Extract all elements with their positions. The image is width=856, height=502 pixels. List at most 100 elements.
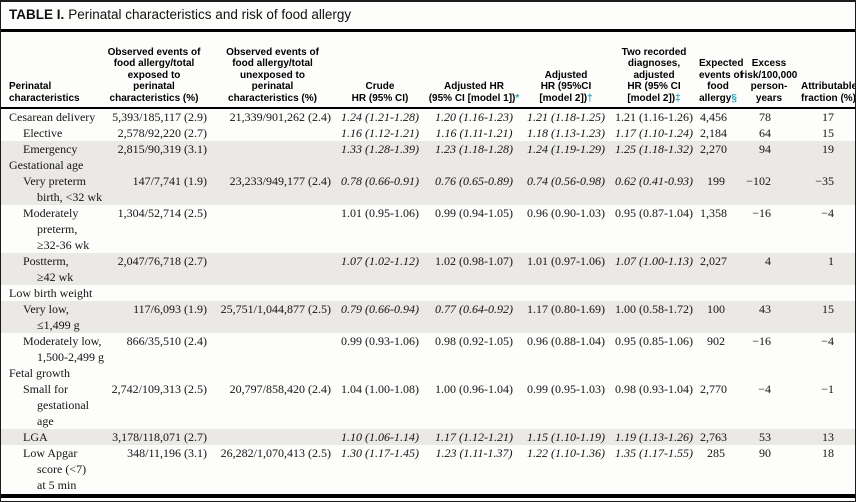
hr-value: 0.99 (0.93-1.06) — [341, 334, 419, 348]
hr-value: 1.33 (1.28-1.39) — [341, 142, 419, 156]
hr-value: 1.17 (0.80-1.69) — [527, 302, 605, 316]
table-row: Cesarean delivery 5,393/185,117 (2.9) 21,3… — [1, 109, 855, 125]
cell-crude_hr: 1.01 (0.95-1.06) — [334, 205, 426, 253]
cell-attributable_fraction: −4 — [821, 206, 834, 220]
cell-excess_risk: −16 — [752, 334, 771, 348]
column-header-excess_risk: Excess risk/100,000 person-years — [738, 58, 800, 104]
cell-attributable_fraction — [800, 157, 855, 173]
row-label: Elective — [23, 126, 63, 140]
column-header-line: perinatal — [133, 81, 175, 92]
table-row: Elective 2,578/92,220 (2.7) 1.16 (1.12-1.2… — [1, 125, 855, 141]
cell-observed_exposed — [97, 157, 211, 173]
table-row: Moderately preterm, ≥32-36 wk 1,304/52,714 … — [1, 205, 855, 253]
hr-value: 0.98 (0.92-1.05) — [435, 334, 513, 348]
column-header-line: food allergy/total — [113, 58, 195, 69]
cell-crude_hr: 1.30 (1.17-1.45) — [334, 445, 426, 493]
hr-value: 1.24 (1.19-1.29) — [527, 142, 605, 156]
column-header-line: events of — [699, 69, 743, 81]
hr-value: 1.21 (1.18-1.25) — [527, 110, 605, 124]
cell-adjusted_hr_model2: 1.22 (1.10-1.36) — [522, 445, 610, 493]
cell-adjusted_hr_model1: 1.17 (1.12-1.21) — [426, 429, 522, 445]
cell-observed_unexposed — [211, 125, 334, 141]
cell-observed_unexposed: 25,751/1,044,877 (2.5) — [220, 302, 331, 316]
cell-label: Cesarean delivery — [1, 109, 97, 125]
cell-expected_events — [698, 157, 738, 173]
column-header-line: unexposed to — [239, 69, 305, 81]
cell-two_diagnoses_hr: 1.19 (1.13-1.26) — [610, 429, 698, 445]
cell-excess_risk: −4 — [758, 382, 771, 396]
cell-adjusted_hr_model2: 0.74 (0.56-0.98) — [522, 173, 610, 205]
cell-two_diagnoses_hr: 0.62 (0.41-0.93) — [610, 173, 698, 205]
column-header-line: diagnoses, — [627, 58, 681, 69]
cell-adjusted_hr_model1: 0.99 (0.94-1.05) — [426, 205, 522, 253]
row-label-continuation: at 5 min — [37, 478, 77, 492]
column-header-line: risk/100,000 — [740, 69, 798, 81]
cell-two_diagnoses_hr: 1.00 (0.58-1.72) — [610, 301, 698, 333]
cell-observed_unexposed: 20,797/858,420 (2.4) — [229, 382, 331, 396]
column-header-line: allergy§ — [699, 92, 737, 104]
cell-adjusted_hr_model2 — [522, 285, 610, 301]
cell-adjusted_hr_model2: 0.96 (0.90-1.03) — [522, 205, 610, 253]
hr-value: 0.74 (0.56-0.98) — [527, 174, 605, 188]
cell-crude_hr: 0.99 (0.93-1.06) — [334, 333, 426, 365]
cell-expected_events: 2,270 — [700, 142, 727, 156]
cell-crude_hr: 1.16 (1.12-1.21) — [334, 125, 426, 141]
column-header-line: fraction (%) — [801, 92, 856, 104]
cell-label: Gestational age — [1, 157, 97, 173]
cell-adjusted_hr_model1: 0.77 (0.64-0.92) — [426, 301, 522, 333]
column-header-line: Adjusted HR — [444, 81, 504, 92]
table-row: Postterm, ≥42 wk 2,047/76,718 (2.7) 1.07 (1… — [1, 253, 855, 285]
row-label: Low Apgar — [23, 446, 78, 460]
hr-value: 1.10 (1.06-1.14) — [341, 430, 419, 444]
cell-excess_risk: 90 — [759, 446, 771, 460]
cell-attributable_fraction: 15 — [822, 126, 834, 140]
column-header-two_diagnoses_hr: Two recorded diagnoses, adjusted HR (95% CI… — [610, 47, 698, 105]
hr-value: 1.01 (0.97-1.06) — [527, 254, 605, 268]
cell-attributable_fraction — [800, 285, 855, 301]
column-header-line: adjusted — [633, 69, 675, 81]
column-header-adjusted_hr_model1: Adjusted HR (95% CI [model 1])* — [426, 81, 522, 104]
cell-observed_unexposed — [211, 157, 334, 173]
column-header-line: [model 2])† — [539, 92, 593, 104]
cell-adjusted_hr_model1: 1.02 (0.98-1.07) — [426, 253, 522, 285]
cell-adjusted_hr_model2: 1.18 (1.13-1.23) — [522, 125, 610, 141]
cell-crude_hr: 1.07 (1.02-1.12) — [334, 253, 426, 285]
cell-expected_events: 1,358 — [700, 206, 727, 220]
hr-value: 1.23 (1.18-1.28) — [435, 142, 513, 156]
cell-excess_risk: 78 — [759, 110, 771, 124]
cell-observed_unexposed — [211, 333, 334, 365]
cell-adjusted_hr_model2: 0.96 (0.88-1.04) — [522, 333, 610, 365]
cell-excess_risk — [738, 285, 800, 301]
column-header-adjusted_hr_model2: Adjusted HR (95%CI [model 2])† — [522, 70, 610, 105]
hr-value: 0.99 (0.95-1.03) — [527, 382, 605, 396]
column-header-observed_unexposed: Observed events of food allergy/total unex… — [211, 47, 334, 105]
hr-value: 1.17 (1.12-1.21) — [435, 430, 513, 444]
cell-crude_hr — [334, 285, 426, 301]
cell-two_diagnoses_hr: 1.25 (1.18-1.32) — [610, 141, 698, 157]
cell-crude_hr: 0.78 (0.66-0.91) — [334, 173, 426, 205]
cell-attributable_fraction: 19 — [822, 142, 834, 156]
cell-label: Moderately preterm, ≥32-36 wk — [1, 205, 97, 253]
row-label: Low birth weight — [9, 286, 93, 300]
cell-adjusted_hr_model1: 0.98 (0.92-1.05) — [426, 333, 522, 365]
column-header-line: Attributable — [801, 81, 856, 92]
hr-value: 1.17 (1.10-1.24) — [615, 126, 693, 140]
cell-observed_unexposed — [211, 253, 334, 285]
column-header-line: exposed to — [127, 69, 181, 81]
cell-two_diagnoses_hr: 0.98 (0.93-1.04) — [610, 381, 698, 429]
cell-expected_events — [698, 285, 738, 301]
column-header-line: characteristics — [9, 92, 80, 104]
cell-expected_events: 2,763 — [700, 430, 727, 444]
cell-adjusted_hr_model2 — [522, 365, 610, 381]
hr-value: 0.96 (0.88-1.04) — [527, 334, 605, 348]
column-header-line: characteristics (%) — [228, 92, 317, 104]
column-header-label: Perinatal characteristics — [1, 81, 97, 104]
cell-crude_hr: 1.24 (1.21-1.28) — [334, 109, 426, 125]
cell-excess_risk: 43 — [759, 302, 771, 316]
hr-value: 1.22 (1.10-1.36) — [527, 446, 605, 460]
row-label-continuation: score (<7) — [37, 462, 87, 476]
table-row: Very low, ≤1,499 g 117/6,093 (1.9) 25,751/1… — [1, 301, 855, 333]
cell-observed_exposed — [97, 285, 211, 301]
cell-adjusted_hr_model2: 1.01 (0.97-1.06) — [522, 253, 610, 285]
bottom-divider — [1, 494, 855, 498]
